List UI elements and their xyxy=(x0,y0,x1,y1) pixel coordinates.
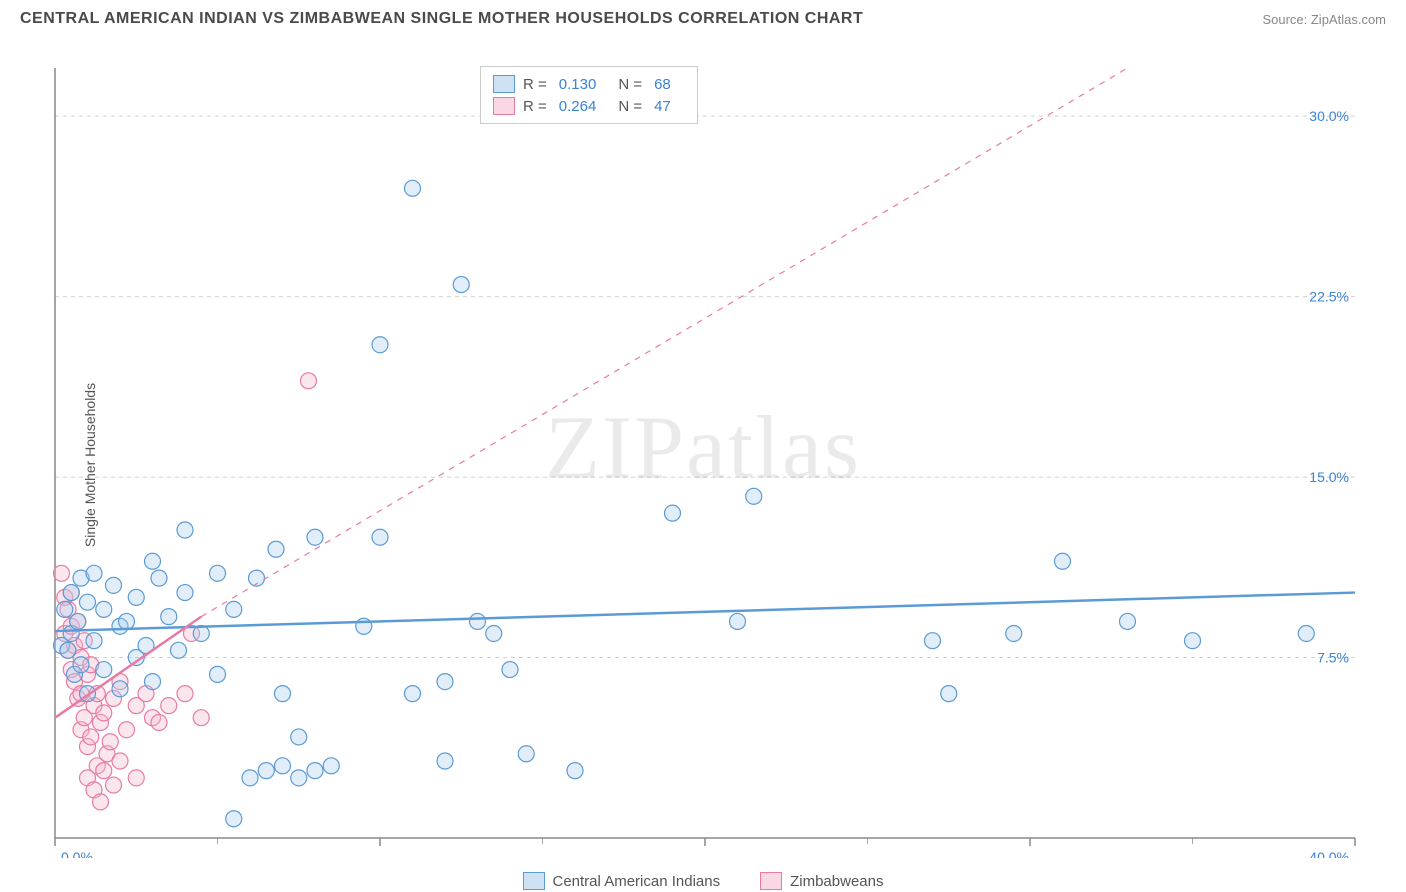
chart-header: CENTRAL AMERICAN INDIAN VS ZIMBABWEAN SI… xyxy=(0,0,1406,34)
stats-legend: R = 0.130 N = 68 R = 0.264 N = 47 xyxy=(480,66,698,124)
legend-item-pink: Zimbabweans xyxy=(760,872,883,890)
svg-text:15.0%: 15.0% xyxy=(1309,469,1349,485)
chart-title: CENTRAL AMERICAN INDIAN VS ZIMBABWEAN SI… xyxy=(20,10,863,28)
swatch-pink xyxy=(493,97,515,115)
source-label: Source: ZipAtlas.com xyxy=(1262,12,1386,27)
stats-row-1: R = 0.130 N = 68 xyxy=(493,73,685,95)
scatter-plot: 7.5% 15.0% 22.5% 30.0% 0.0% 40.0% xyxy=(0,38,1406,858)
y-axis-label: Single Mother Households xyxy=(82,383,98,547)
chart-container: Single Mother Households 7.5% 15.0% 22.5% 3… xyxy=(0,38,1406,892)
svg-text:22.5%: 22.5% xyxy=(1309,289,1349,305)
stats-row-2: R = 0.264 N = 47 xyxy=(493,95,685,117)
svg-text:7.5%: 7.5% xyxy=(1317,650,1349,666)
svg-text:30.0%: 30.0% xyxy=(1309,108,1349,124)
legend-item-blue: Central American Indians xyxy=(523,872,721,890)
svg-text:0.0%: 0.0% xyxy=(61,849,93,858)
swatch-pink-2 xyxy=(760,872,782,890)
svg-text:40.0%: 40.0% xyxy=(1309,849,1349,858)
swatch-blue xyxy=(493,75,515,93)
swatch-blue-2 xyxy=(523,872,545,890)
series-legend: Central American Indians Zimbabweans xyxy=(0,872,1406,890)
